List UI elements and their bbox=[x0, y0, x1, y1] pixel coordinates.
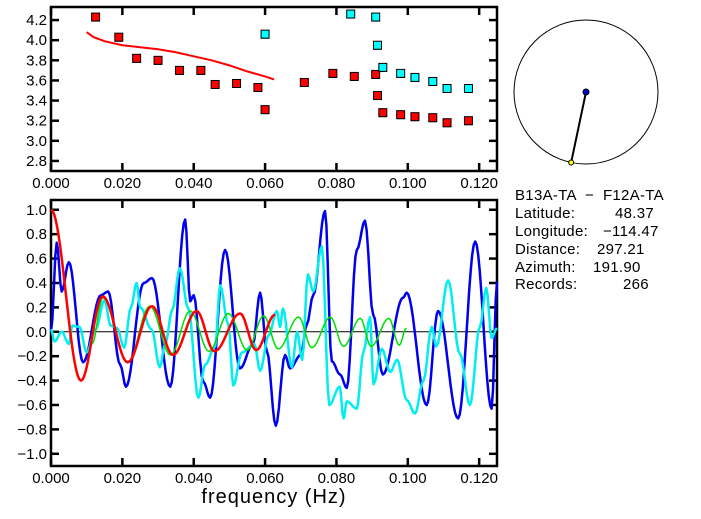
model-dispersion-curve bbox=[86, 31, 275, 81]
velocity-point bbox=[371, 69, 381, 79]
velocity-point bbox=[253, 82, 263, 92]
y-tick-label: 3.0 bbox=[26, 133, 47, 150]
x-tick-label: 0.100 bbox=[389, 175, 427, 192]
velocity-plot: 0.000 0.020 0.040 0.060 0.080 0.100 0.120 2.8 3.… bbox=[26, 5, 499, 192]
velocity-point bbox=[442, 83, 452, 93]
y-tick-label: 0.0 bbox=[26, 324, 47, 341]
y-tick-label: 4.2 bbox=[26, 12, 47, 29]
y-tick-label: 0.4 bbox=[26, 275, 47, 292]
correlation-plot: 0.000 0.020 0.040 0.060 0.080 0.100 0.120 1.0 0.… bbox=[17, 198, 499, 487]
azimuth-value: 191.90 bbox=[593, 259, 641, 276]
records-label: Records: bbox=[515, 276, 577, 293]
y-tick-label: 3.8 bbox=[26, 52, 47, 69]
velocity-point bbox=[378, 62, 388, 72]
distance-label: Distance: bbox=[515, 241, 580, 258]
center-station-marker bbox=[582, 88, 590, 96]
y-tick-label: 2.8 bbox=[26, 153, 47, 170]
velocity-point bbox=[153, 55, 163, 65]
velocity-point bbox=[428, 113, 438, 123]
velocity-point bbox=[299, 77, 309, 87]
remote-station-marker bbox=[568, 159, 575, 166]
y-tick-label: 0.8 bbox=[26, 226, 47, 243]
velocity-point bbox=[346, 9, 356, 19]
y-tick-label: 4.0 bbox=[26, 32, 47, 49]
velocity-point bbox=[260, 29, 270, 39]
station-map bbox=[513, 19, 659, 166]
velocity-point bbox=[210, 79, 220, 89]
x-tick-label: 0.080 bbox=[318, 175, 356, 192]
x-tick-label: 0.120 bbox=[460, 175, 498, 192]
velocity-point bbox=[91, 12, 101, 22]
x-axis-label: frequency (Hz) bbox=[201, 486, 346, 508]
velocity-point bbox=[396, 68, 406, 78]
latitude-label: Latitude: bbox=[515, 205, 575, 222]
longitude-value: −114.47 bbox=[603, 223, 659, 240]
model-fit-curve bbox=[91, 296, 407, 364]
velocity-point bbox=[132, 53, 142, 63]
longitude-label: Longitude: bbox=[515, 223, 588, 240]
x-tick-label: 0.060 bbox=[246, 470, 284, 487]
velocity-point bbox=[371, 12, 381, 22]
observed-imag-curve bbox=[49, 245, 498, 420]
x-tick-label: 0.040 bbox=[175, 470, 213, 487]
velocity-point bbox=[114, 32, 124, 42]
plot-frame bbox=[49, 5, 499, 173]
x-tick-label: 0.060 bbox=[246, 175, 284, 192]
velocity-point bbox=[232, 78, 242, 88]
info-panel: B13A-TA − F12A-TA Latitude: 48.37 Longit… bbox=[515, 187, 664, 293]
velocity-point bbox=[174, 65, 184, 75]
velocity-point bbox=[463, 116, 473, 126]
y-tick-label: −0.8 bbox=[17, 421, 47, 438]
x-tick-label: 0.120 bbox=[460, 470, 498, 487]
y-tick-label: −1.0 bbox=[17, 446, 47, 463]
velocity-point bbox=[372, 40, 382, 50]
x-tick-label: 0.020 bbox=[104, 175, 142, 192]
velocity-point bbox=[378, 108, 388, 118]
y-tick-label: 3.6 bbox=[26, 72, 47, 89]
y-tick-label: 3.2 bbox=[26, 113, 47, 130]
records-value: 266 bbox=[623, 276, 649, 293]
x-tick-label: 0.020 bbox=[104, 470, 142, 487]
latitude-value: 48.37 bbox=[615, 205, 654, 222]
azimuth-label: Azimuth: bbox=[515, 259, 576, 276]
y-tick-label: −0.2 bbox=[17, 348, 47, 365]
x-tick-label: 0.080 bbox=[318, 470, 356, 487]
distance-value: 297.21 bbox=[597, 241, 645, 258]
velocity-point bbox=[328, 68, 338, 78]
x-tick-label: 0.000 bbox=[32, 175, 70, 192]
y-tick-label: 1.0 bbox=[26, 202, 47, 219]
velocity-point bbox=[410, 112, 420, 122]
velocity-point bbox=[410, 72, 420, 82]
x-tick-label: 0.100 bbox=[389, 470, 427, 487]
velocity-point bbox=[442, 118, 452, 128]
velocity-point bbox=[260, 105, 270, 115]
station-pair-title: B13A-TA − F12A-TA bbox=[515, 187, 664, 204]
x-tick-label: 0.000 bbox=[32, 470, 70, 487]
velocity-point bbox=[428, 76, 438, 86]
bessel-curve bbox=[50, 208, 276, 382]
velocity-point bbox=[349, 71, 359, 81]
y-tick-label: 0.6 bbox=[26, 251, 47, 268]
path-line bbox=[570, 91, 587, 163]
x-tick-label: 0.040 bbox=[175, 175, 213, 192]
y-tick-label: −0.4 bbox=[17, 373, 47, 390]
y-tick-label: 0.2 bbox=[26, 299, 47, 316]
velocity-point bbox=[396, 110, 406, 120]
velocity-point bbox=[372, 91, 382, 101]
y-tick-label: 3.4 bbox=[26, 93, 47, 110]
velocity-point bbox=[463, 83, 473, 93]
map-circle bbox=[513, 19, 659, 165]
velocity-point bbox=[196, 65, 206, 75]
y-tick-label: −0.6 bbox=[17, 397, 47, 414]
